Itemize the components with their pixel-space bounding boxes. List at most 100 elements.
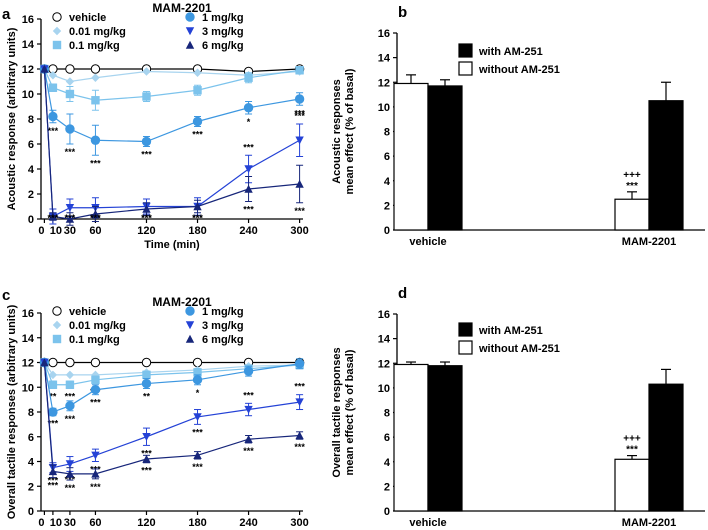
legend: vehicle 0.01 mg/kg 0.1 mg/kg 1 mg/kg 3 mg/kg… [52, 306, 244, 346]
legend-swatch [458, 340, 473, 355]
data-point [141, 357, 152, 368]
data-point [193, 451, 202, 460]
x-tick-label: 180 [188, 517, 206, 529]
data-point [193, 368, 202, 377]
category-label: MAM-2201 [622, 236, 676, 248]
significance-label: *** [65, 147, 76, 157]
y-axis-label: mean effect (% of basal) [344, 68, 356, 194]
series-line [44, 68, 300, 73]
panel-d-y-tick-label: 6 [384, 432, 390, 444]
significance-label: *** [141, 466, 152, 476]
significance-label: +++ [623, 434, 641, 445]
panel-c-y-tick-label: 12 [22, 358, 34, 370]
significance-label: *** [243, 142, 254, 152]
significance-label: *** [48, 476, 59, 486]
panel-d-y-tick-label: 8 [384, 408, 390, 420]
significance-label: *** [141, 448, 152, 458]
legend-label: with AM-251 [478, 46, 543, 58]
data-point [192, 116, 203, 127]
legend-label: vehicle [69, 12, 106, 24]
series-0-1-mg-kg [40, 64, 304, 111]
x-tick-label: 0 [38, 225, 44, 237]
series-3-mg-kg: *** *** *** *** *** *** *** [40, 65, 305, 225]
panel-c-y-tick-label: 2 [28, 481, 34, 493]
legend: with AM-251 without AM-251 [458, 43, 560, 76]
series-1-mg-kg: ******************* [39, 64, 305, 168]
legend-label: 0.01 mg/kg [69, 26, 126, 38]
data-point [40, 358, 49, 367]
significance-label: *** [243, 205, 254, 215]
data-point [193, 202, 202, 211]
legend-label: 0.1 mg/kg [69, 40, 120, 52]
data-point [90, 357, 101, 368]
panel-a-y-tick-label: 8 [28, 114, 34, 126]
panel-a-y-tick-label: 14 [22, 39, 35, 51]
data-point [192, 357, 203, 368]
series-1-mg-kg: *** *** *** ** * [39, 357, 305, 429]
legend-label: 0.1 mg/kg [69, 334, 120, 346]
panel-letter: b [398, 4, 407, 21]
legend-marker [52, 12, 62, 22]
significance-label: *** [192, 213, 203, 223]
panel-b-y-tick-label: 2 [384, 200, 390, 212]
data-point [295, 179, 304, 188]
chart-title: MAM-2201 [152, 295, 212, 309]
legend: with AM-251 without AM-251 [458, 322, 560, 355]
panel-b-y-tick-label: 0 [384, 225, 390, 237]
significance-label: *** [141, 150, 152, 160]
legend-marker [52, 26, 62, 36]
significance-label: *** [626, 181, 638, 192]
legend-label: 1 mg/kg [202, 306, 244, 318]
significance-label: *** [192, 462, 203, 472]
data-point [48, 407, 58, 417]
panel-d: 0 2 4 6 8 10 12 14 16 d Overall tactile responses m… [331, 285, 705, 529]
legend: vehicle 0.01 mg/kg 0.1 mg/kg 1 mg/kg 3 mg/kg… [52, 12, 244, 52]
legend-marker [52, 40, 62, 50]
bar [614, 198, 650, 231]
significance-label: *** [192, 130, 203, 140]
significance-label: *** [243, 390, 254, 400]
significance-label: *** [48, 481, 59, 491]
legend-marker [52, 320, 62, 330]
significance-label: ** [143, 391, 151, 401]
data-point [295, 431, 304, 440]
significance-label: +++ [623, 170, 641, 181]
panel-a-y-tick-label: 2 [28, 189, 34, 201]
significance-label: *** [294, 206, 305, 216]
significance-label: *** [294, 111, 305, 121]
data-point [65, 124, 75, 134]
data-point [142, 454, 151, 463]
bar [648, 383, 684, 512]
significance-label: *** [243, 446, 254, 456]
legend-label: with AM-251 [478, 325, 543, 337]
panel-d-y-tick-label: 14 [378, 334, 391, 346]
data-point [244, 435, 253, 443]
data-point [192, 375, 203, 385]
significance-label: *** [90, 158, 101, 168]
data-point [91, 451, 100, 460]
x-tick-label: 240 [239, 225, 257, 237]
panel-d-y-tick-label: 12 [378, 358, 390, 370]
bar [393, 363, 429, 512]
series-0-1-mg-kg: ******** [40, 358, 304, 401]
data-point [91, 209, 100, 218]
data-point [48, 111, 58, 122]
series-line [43, 362, 300, 376]
significance-label: *** [626, 445, 638, 456]
series-3-mg-kg: *** *** *** *** *** *** *** [40, 358, 305, 486]
y-axis-label: Acoustic response (arbitrary units) [6, 27, 18, 210]
data-point [65, 380, 75, 389]
panel-a-y-tick-label: 12 [22, 64, 34, 76]
y-axis-label: Acoustic responses [331, 79, 343, 184]
significance-label: ** [49, 391, 57, 401]
legend-label: without AM-251 [478, 64, 560, 76]
significance-label: *** [90, 398, 101, 408]
x-axis-label: Time (min) [144, 239, 200, 251]
significance-label: *** [65, 414, 76, 424]
legend-marker [185, 334, 195, 343]
significance-label: *** [294, 382, 305, 392]
data-point [48, 380, 58, 389]
data-point [90, 135, 101, 145]
data-point [193, 68, 202, 77]
data-point [193, 413, 202, 422]
